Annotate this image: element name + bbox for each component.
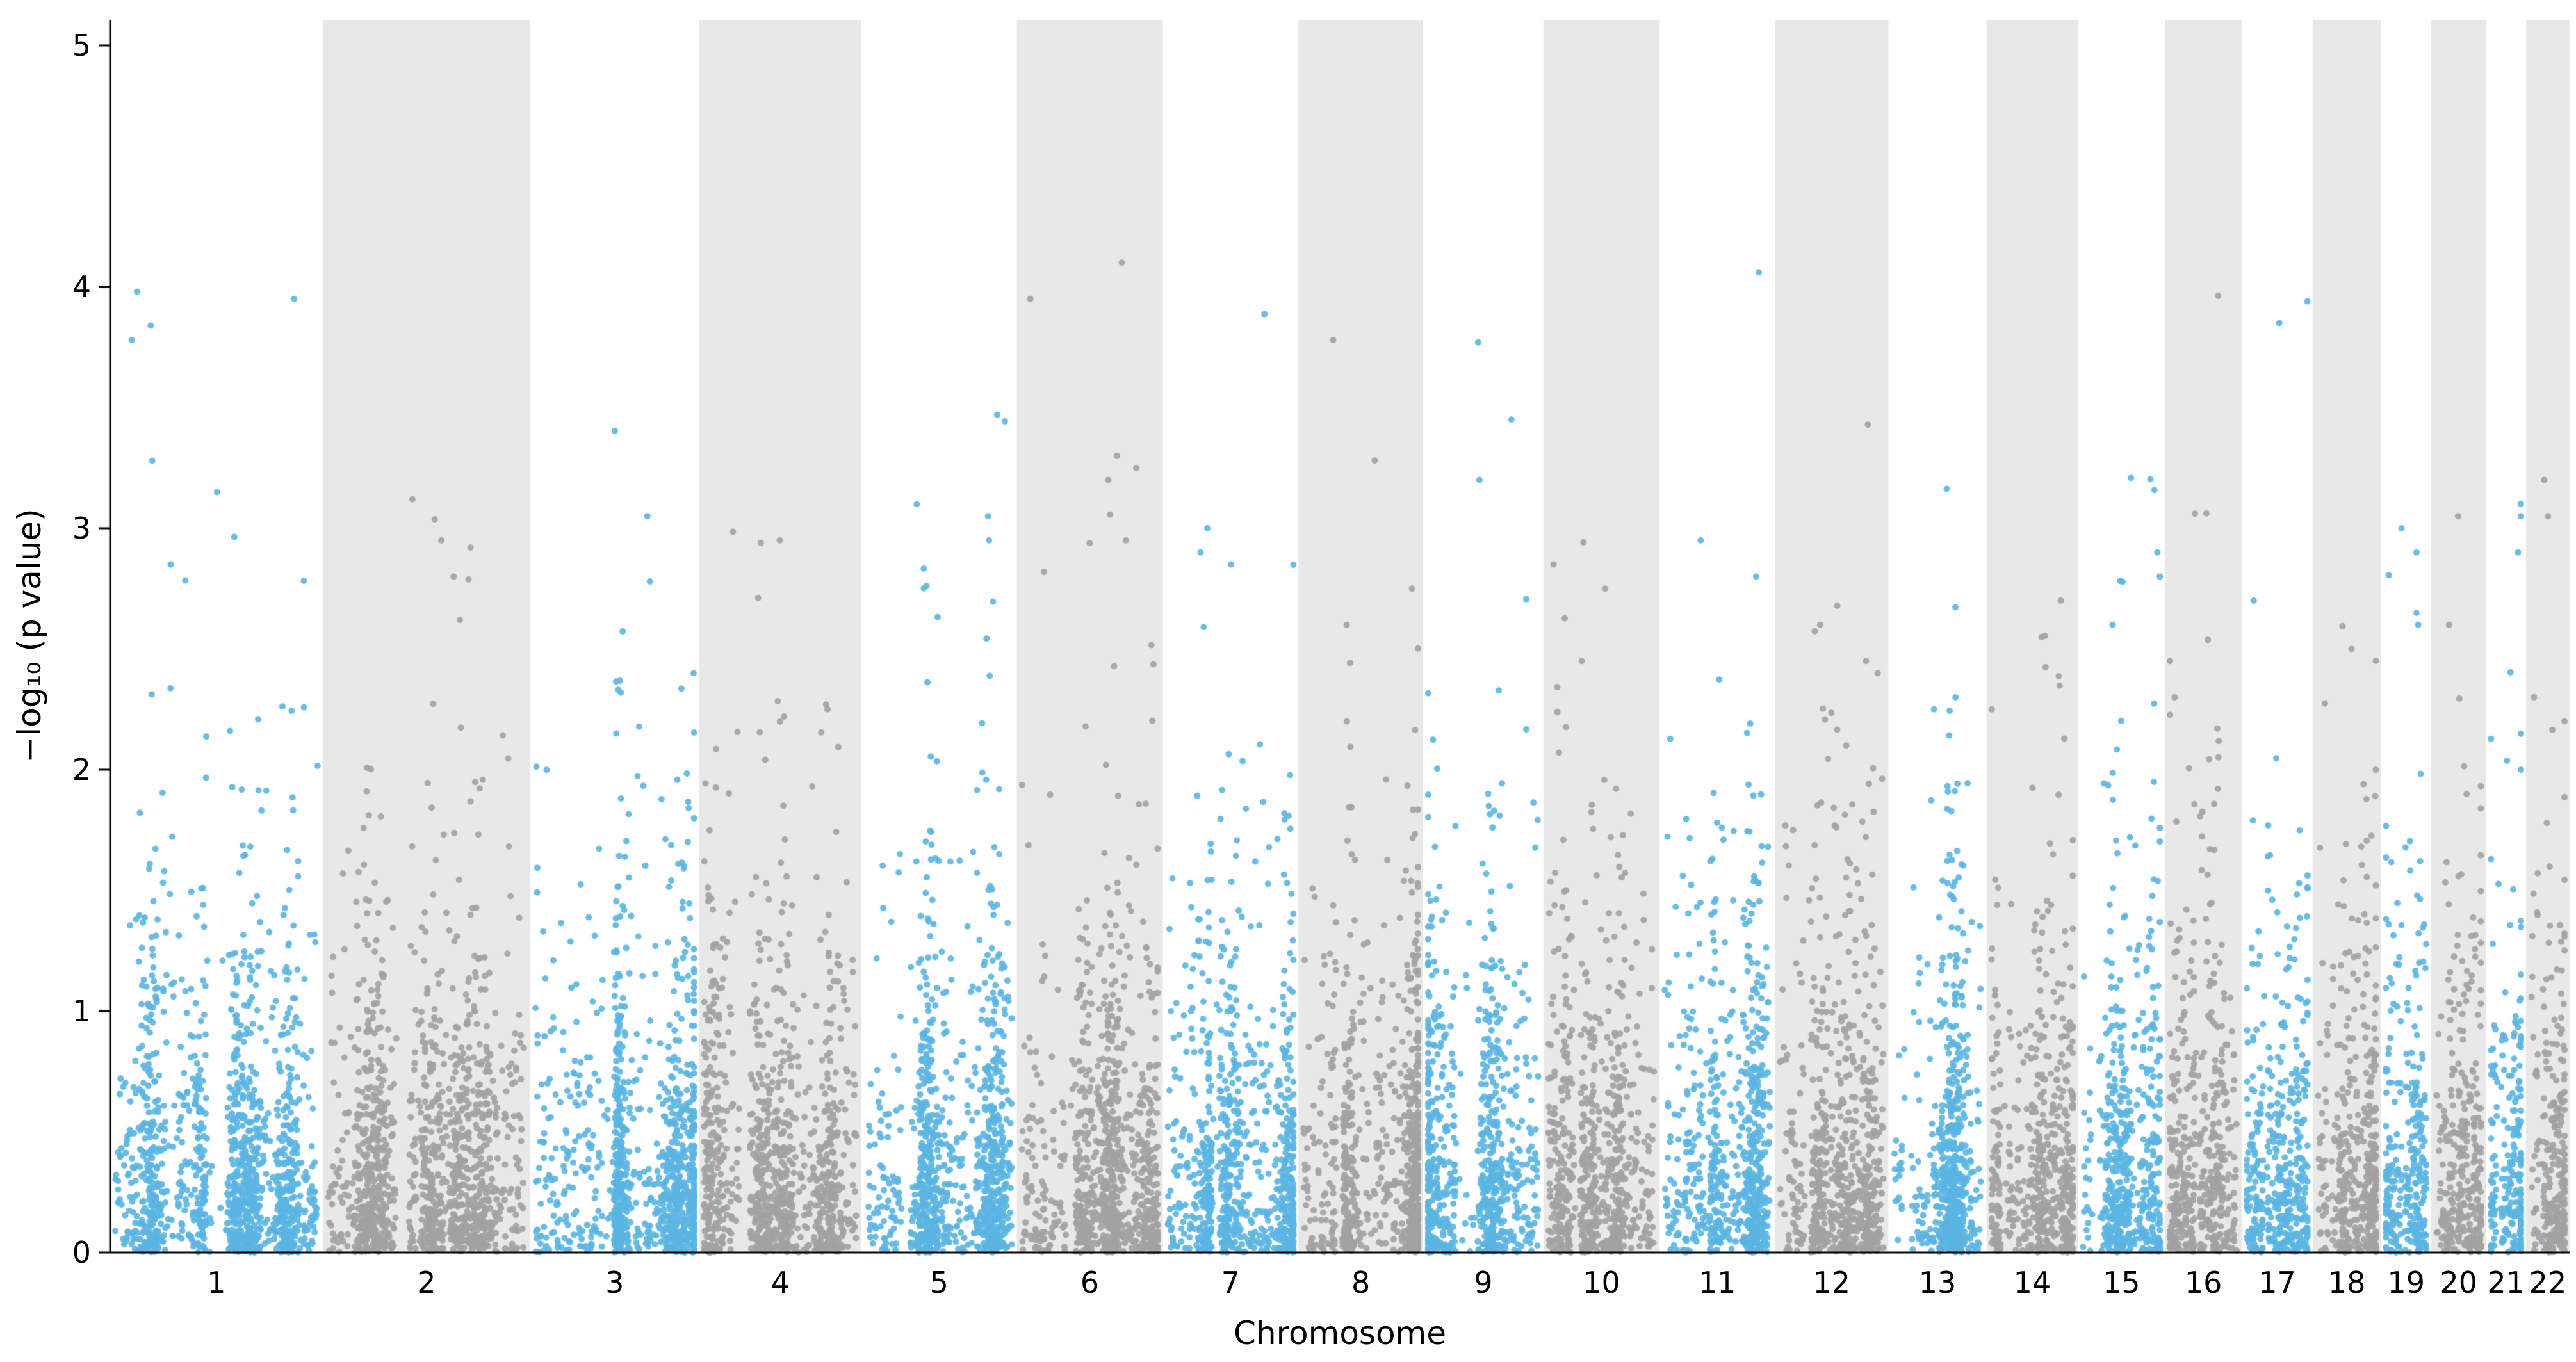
x-tick-label: 6 xyxy=(1080,1265,1100,1300)
y-tick-label: 0 xyxy=(72,1235,91,1270)
x-tick-label: 17 xyxy=(2258,1265,2296,1300)
x-tick-label: 8 xyxy=(1351,1265,1371,1300)
x-tick-label: 3 xyxy=(605,1265,624,1300)
x-axis-label: Chromosome xyxy=(1233,1315,1447,1352)
x-tick-label: 16 xyxy=(2184,1265,2222,1300)
x-tick-label: 18 xyxy=(2327,1265,2366,1300)
y-tick-label: 5 xyxy=(72,28,91,63)
y-axis-label: −log₁₀ (p value) xyxy=(11,508,48,763)
x-tick-label: 2 xyxy=(417,1265,436,1300)
x-tick-label: 12 xyxy=(1813,1265,1850,1300)
x-tick-label: 4 xyxy=(770,1265,790,1300)
x-tick-label: 1 xyxy=(207,1265,226,1300)
x-tick-label: 20 xyxy=(2440,1265,2477,1300)
y-tick-label: 1 xyxy=(72,993,91,1028)
x-tick-label: 10 xyxy=(1583,1265,1620,1300)
x-tick-label: 21 xyxy=(2487,1265,2525,1300)
x-tick-label: 5 xyxy=(929,1265,949,1300)
x-tick-label: 11 xyxy=(1698,1265,1736,1300)
x-tick-label: 15 xyxy=(2102,1265,2140,1300)
x-tick-label: 9 xyxy=(1474,1265,1493,1300)
x-tick-label: 14 xyxy=(2013,1265,2051,1300)
x-tick-label: 13 xyxy=(1918,1265,1957,1300)
y-tick-label: 3 xyxy=(72,510,91,546)
x-tick-label: 19 xyxy=(2387,1265,2425,1300)
y-tick-label: 4 xyxy=(72,269,91,304)
x-tick-label: 7 xyxy=(1221,1265,1241,1300)
y-tick-label: 2 xyxy=(72,752,91,787)
x-tick-label: 22 xyxy=(2529,1265,2567,1300)
